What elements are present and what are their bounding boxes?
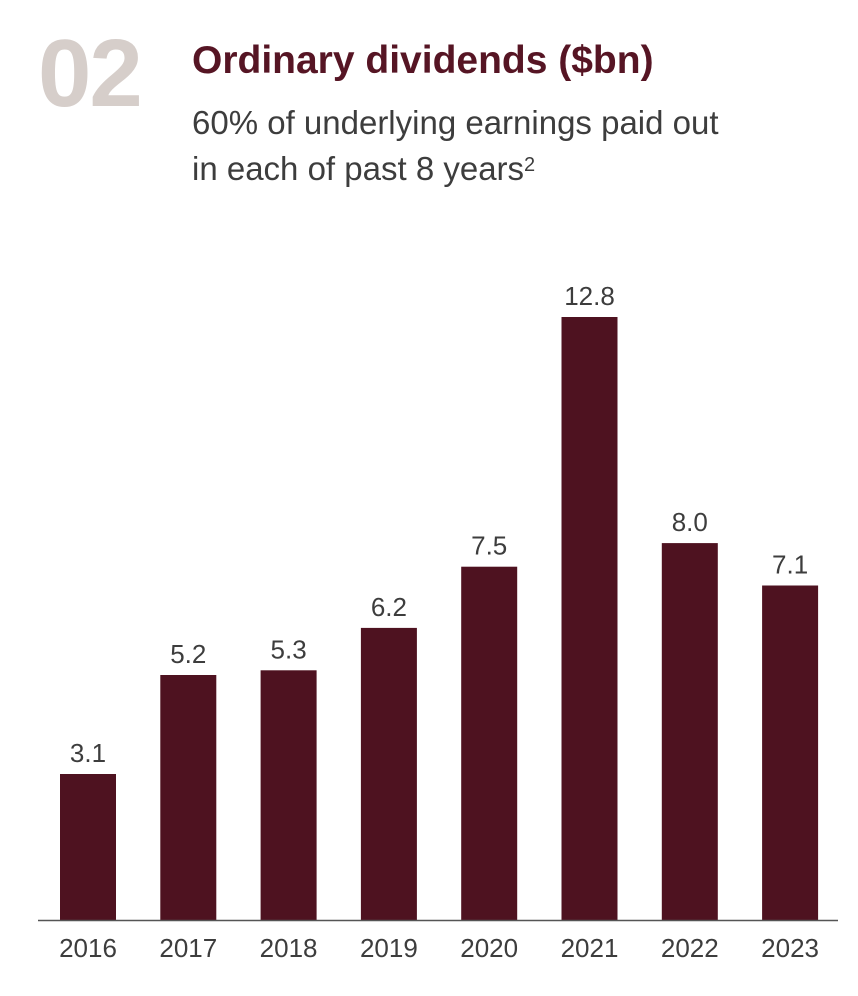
bar-2022: [661, 543, 718, 920]
x-tick-label-2018: 2018: [260, 933, 318, 963]
chart-title: Ordinary dividends ($bn): [192, 39, 654, 82]
bars-group: [60, 317, 819, 920]
value-label-2017: 5.2: [170, 639, 206, 669]
footnote-marker: 2: [524, 154, 536, 176]
subtitle-line-1: 60% of underlying earnings paid out: [192, 104, 719, 141]
x-tick-label-2022: 2022: [661, 933, 719, 963]
value-label-2019: 6.2: [371, 592, 407, 622]
section-number: 02: [38, 20, 143, 127]
x-tick-label-2017: 2017: [159, 933, 217, 963]
x-tick-label-2023: 2023: [761, 933, 819, 963]
bar-2018: [260, 670, 317, 920]
bar-2019: [360, 627, 417, 920]
value-labels-group: 3.1 5.2 5.3 6.2 7.5 12.8 8.0 7.1: [70, 281, 808, 768]
value-label-2023: 7.1: [772, 550, 808, 580]
x-tick-label-2016: 2016: [59, 933, 117, 963]
x-tick-label-2019: 2019: [360, 933, 418, 963]
bar-2017: [160, 675, 217, 920]
value-label-2016: 3.1: [70, 738, 106, 768]
value-label-2021: 12.8: [564, 281, 615, 311]
bar-2023: [762, 585, 819, 920]
x-tick-label-2020: 2020: [460, 933, 518, 963]
subtitle-line-2-text: in each of past 8 years: [192, 150, 525, 187]
x-tick-label-2021: 2021: [561, 933, 619, 963]
bar-2016: [60, 774, 116, 920]
value-label-2020: 7.5: [471, 531, 507, 561]
value-label-2018: 5.3: [271, 634, 307, 664]
chart-subtitle: 60% of underlying earnings paid out in e…: [192, 100, 832, 192]
x-tick-labels-group: 2016 2017 2018 2019 2020 2021 2022 2023: [59, 933, 819, 963]
value-label-2022: 8.0: [672, 507, 708, 537]
bar-2021: [561, 317, 618, 920]
subtitle-line-2: in each of past 8 years2: [192, 146, 832, 192]
bar-2020: [461, 566, 518, 920]
